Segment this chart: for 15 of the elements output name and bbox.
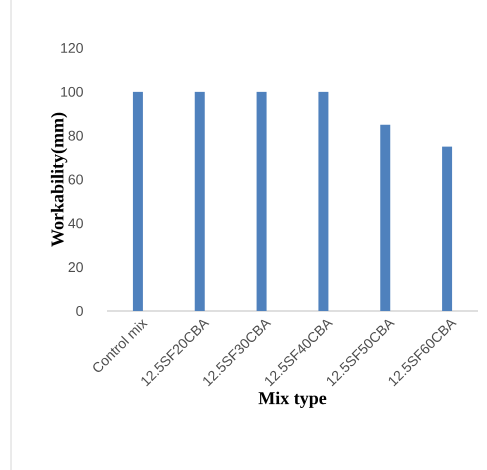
y-tick-label: 0 [76, 306, 83, 316]
bar [442, 146, 452, 311]
bar [380, 124, 390, 311]
bar [318, 92, 328, 311]
y-tick-label: 60 [68, 174, 83, 184]
y-tick-label: 120 [61, 43, 83, 53]
y-axis-title: Workability(mm) [50, 112, 68, 247]
y-tick-label: 40 [68, 218, 83, 228]
bar [256, 92, 267, 311]
bar [194, 92, 205, 311]
y-tick-label: 100 [61, 86, 83, 97]
y-tick-label: 80 [68, 130, 83, 141]
y-tick-label: 20 [68, 262, 83, 272]
bar [132, 92, 143, 311]
x-axis-title: Mix type [258, 392, 326, 408]
